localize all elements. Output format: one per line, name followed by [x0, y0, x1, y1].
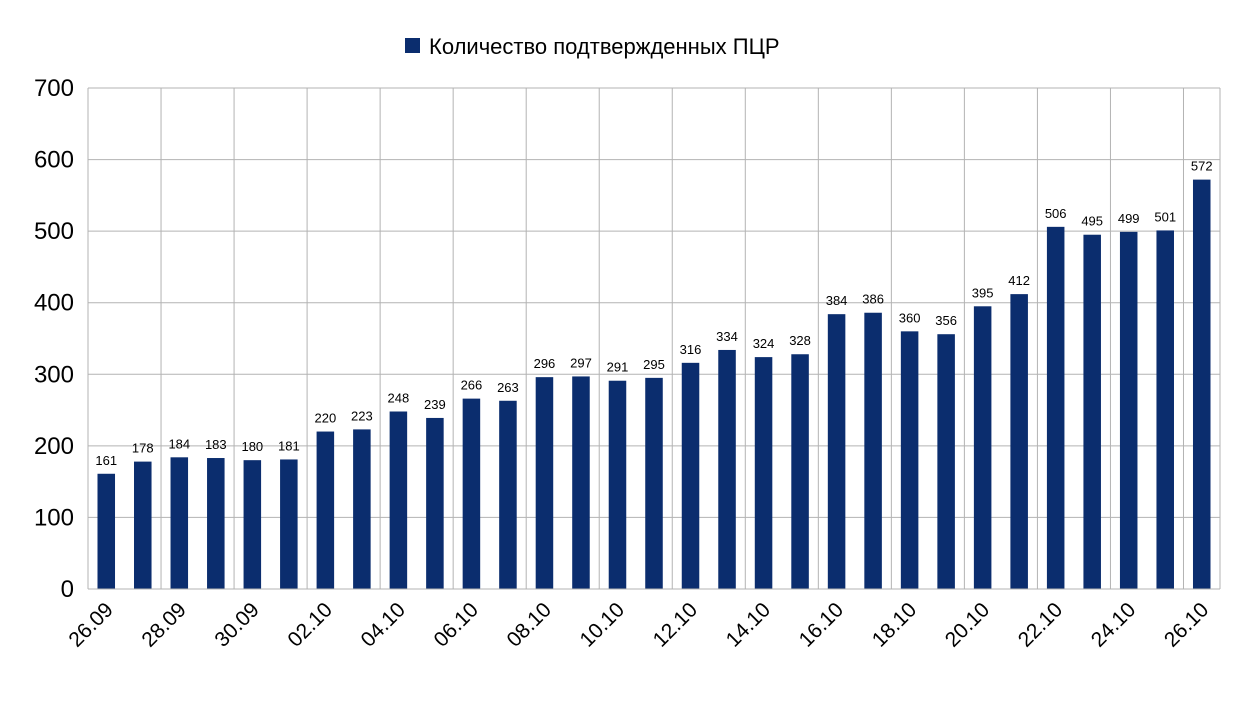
data-label: 295: [643, 357, 665, 372]
bar: [900, 331, 919, 589]
bar: [681, 362, 700, 589]
data-label: 495: [1081, 214, 1103, 229]
bar: [134, 461, 152, 589]
legend: Количество подтвержденных ПЦР: [405, 34, 780, 59]
data-label: 180: [241, 439, 263, 454]
bar: [170, 457, 189, 589]
bar: [572, 376, 590, 589]
data-label: 328: [789, 333, 811, 348]
data-label: 360: [899, 310, 921, 325]
x-tick-label: 14.10: [722, 598, 775, 651]
legend-label: Количество подтвержденных ПЦР: [429, 34, 780, 59]
data-label: 266: [461, 378, 483, 393]
y-axis: 0 100 200 300 400 500 600 700: [34, 75, 74, 603]
x-tick-label: 12.10: [649, 598, 702, 651]
bar: [1156, 230, 1174, 590]
data-label: 506: [1045, 206, 1067, 221]
x-tick-label: 22.10: [1014, 598, 1067, 651]
data-label: 334: [716, 329, 738, 344]
x-tick-label: 26.09: [64, 598, 117, 651]
data-label: 386: [862, 292, 884, 307]
x-tick-label: 10.10: [576, 598, 629, 651]
x-tick-label: 06.10: [430, 598, 483, 651]
bar: [280, 459, 298, 589]
bars: [97, 179, 1211, 590]
bar: [535, 377, 554, 589]
bar: [243, 460, 262, 589]
y-tick-label: 600: [34, 147, 74, 174]
gridlines: [87, 87, 1221, 590]
x-tick-label: 30.09: [210, 598, 263, 651]
y-tick-label: 0: [61, 576, 74, 603]
bar: [973, 306, 992, 589]
data-label: 248: [388, 391, 410, 406]
bar: [462, 398, 481, 589]
bar: [389, 411, 408, 589]
bar: [207, 458, 225, 589]
y-tick-label: 400: [34, 290, 74, 317]
bar: [864, 312, 882, 589]
data-label: 324: [753, 336, 775, 351]
data-label: 296: [534, 356, 556, 371]
data-label: 291: [607, 360, 629, 375]
bar: [426, 417, 444, 589]
data-label: 412: [1008, 273, 1030, 288]
bar: [937, 334, 955, 589]
data-label: 223: [351, 408, 373, 423]
bar: [97, 473, 116, 589]
bar: [1192, 179, 1211, 589]
x-tick-label: 28.09: [137, 598, 190, 651]
x-tick-label: 08.10: [503, 598, 556, 651]
x-tick-label: 02.10: [283, 598, 336, 651]
bar: [645, 377, 663, 589]
data-labels: 161 178 184 183 180 181 220 223 248 239 266 263 296 2…: [95, 159, 1212, 468]
bar: [353, 429, 371, 589]
data-label: 183: [205, 437, 227, 452]
bar: [1119, 231, 1138, 589]
bar: [1046, 226, 1065, 589]
x-tick-label: 18.10: [868, 598, 921, 651]
bar: [827, 314, 846, 589]
data-label: 220: [315, 411, 337, 426]
data-label: 263: [497, 380, 519, 395]
data-label: 499: [1118, 211, 1140, 226]
data-label: 184: [168, 436, 190, 451]
data-label: 297: [570, 355, 592, 370]
x-tick-label: 04.10: [356, 598, 409, 651]
x-axis: 26.09 28.09 30.09 02.10 04.10 06.10 08.10 10.10…: [64, 588, 1220, 652]
data-label: 501: [1154, 209, 1176, 224]
bar: [754, 357, 773, 589]
y-tick-label: 200: [34, 433, 74, 460]
x-tick-label: 20.10: [941, 598, 994, 651]
data-label: 572: [1191, 159, 1213, 174]
legend-swatch: [405, 38, 420, 53]
bar: [316, 431, 335, 589]
data-label: 395: [972, 285, 994, 300]
bar: [608, 380, 627, 589]
bar: [718, 349, 736, 589]
bar: [1010, 294, 1028, 589]
y-tick-label: 300: [34, 361, 74, 388]
bar: [791, 354, 809, 589]
bar: [1083, 234, 1101, 589]
data-label: 161: [95, 453, 117, 468]
y-tick-label: 700: [34, 75, 74, 102]
data-label: 356: [935, 313, 957, 328]
y-tick-label: 100: [34, 504, 74, 531]
data-label: 239: [424, 397, 446, 412]
data-label: 181: [278, 438, 300, 453]
data-label: 316: [680, 342, 702, 357]
bar: [499, 400, 517, 589]
x-tick-label: 16.10: [795, 598, 848, 651]
data-label: 384: [826, 293, 848, 308]
data-label: 178: [132, 441, 154, 456]
y-tick-label: 500: [34, 218, 74, 245]
x-tick-label: 26.10: [1160, 598, 1213, 651]
x-tick-label: 24.10: [1087, 598, 1140, 651]
